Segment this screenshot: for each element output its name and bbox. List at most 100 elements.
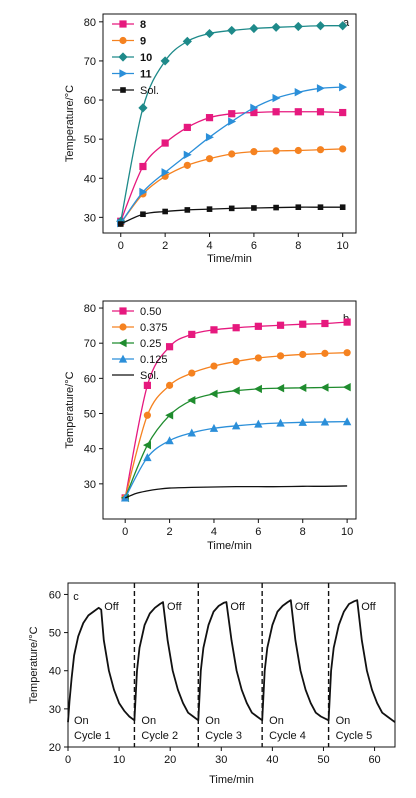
data-point	[139, 187, 148, 197]
legend-label: 10	[140, 52, 152, 64]
legend-label: 0.375	[140, 322, 168, 334]
y-tick-label: 50	[49, 628, 61, 640]
data-point	[273, 204, 279, 211]
data-point	[250, 103, 259, 113]
data-point	[251, 205, 257, 211]
data-point	[228, 117, 237, 126]
x-tick-label: 0	[122, 526, 128, 538]
data-point	[339, 145, 347, 153]
legend-marker	[119, 36, 127, 45]
x-tick-label: 40	[266, 754, 278, 766]
data-point	[276, 384, 285, 393]
off-label: Off	[167, 601, 182, 613]
data-point	[183, 150, 192, 159]
plot-frame	[102, 300, 357, 520]
series-Sol	[124, 485, 348, 499]
series-Sol	[117, 204, 346, 227]
data-point	[165, 436, 174, 445]
data-point	[188, 369, 196, 377]
data-point	[253, 384, 262, 394]
data-point	[272, 108, 280, 116]
y-tick-label: 40	[84, 444, 96, 456]
on-label: On	[141, 715, 156, 727]
data-point	[140, 211, 146, 218]
data-point	[209, 389, 218, 399]
data-point	[228, 110, 236, 118]
data-point	[294, 108, 302, 116]
y-tick-label: 40	[84, 173, 96, 185]
x-tick-label: 20	[164, 754, 176, 766]
series-11	[117, 82, 348, 228]
data-point	[254, 354, 262, 362]
data-point	[139, 162, 147, 171]
data-point	[342, 382, 351, 392]
data-point	[299, 350, 307, 359]
data-point	[316, 108, 325, 116]
data-point	[165, 343, 174, 351]
data-point	[227, 25, 237, 36]
data-point	[271, 22, 281, 32]
y-tick-label: 70	[84, 56, 96, 68]
legend-marker	[118, 338, 127, 348]
y-tick-label: 60	[49, 589, 61, 601]
data-point	[320, 417, 330, 426]
data-point	[187, 395, 196, 405]
legend-marker	[119, 323, 127, 331]
data-point	[343, 318, 351, 326]
off-label: Off	[361, 601, 376, 613]
data-point	[249, 23, 259, 34]
chart-panel-a: 0 2 4 6 8 10 30 40 50 60 70 80 Time/min Temperature/°…	[64, 13, 357, 265]
data-point	[276, 352, 285, 360]
legend-label: 8	[140, 19, 146, 31]
legend: 0.50 0.375 0.25 0.125 Sol.	[112, 306, 168, 382]
data-point	[343, 349, 351, 357]
on-label: On	[336, 715, 351, 727]
legend-label: 11	[140, 69, 152, 81]
data-point	[188, 330, 196, 339]
data-point	[228, 205, 235, 212]
on-label: On	[205, 715, 220, 727]
x-tick-label: 10	[337, 240, 349, 252]
legend-marker	[118, 354, 128, 363]
legend-marker	[119, 307, 127, 315]
data-point	[138, 103, 148, 113]
cycle-label: Cycle 4	[269, 730, 306, 742]
data-point	[338, 21, 348, 31]
legend-label: Sol.	[140, 85, 159, 97]
data-point	[276, 321, 285, 329]
y-tick-label: 60	[84, 373, 96, 385]
x-tick-label: 4	[206, 240, 212, 252]
x-tick-label: 0	[118, 240, 124, 252]
y-tick-label: 50	[84, 409, 96, 421]
chart-panel-b: 0 2 4 6 8 10 30 40 50 60 70 80 Time/min Temperature/°…	[64, 300, 357, 552]
legend-label: 0.125	[140, 354, 168, 366]
data-point	[209, 423, 219, 432]
series-trace	[67, 599, 396, 723]
legend-marker	[119, 20, 127, 28]
data-point	[205, 132, 214, 142]
y-tick-label: 70	[84, 338, 96, 350]
legend-label: 9	[140, 36, 146, 48]
y-axis-label: Temperature/°C	[64, 85, 76, 162]
data-point	[165, 411, 174, 420]
data-point	[250, 108, 258, 117]
data-point	[143, 453, 152, 462]
data-point	[320, 383, 329, 392]
data-point	[316, 146, 325, 154]
x-tick-label: 8	[295, 240, 301, 252]
data-point	[339, 82, 348, 92]
y-tick-label: 20	[49, 742, 61, 754]
data-point	[205, 155, 214, 163]
y-tick-label: 30	[84, 479, 96, 491]
data-point	[161, 139, 169, 147]
x-tick-label: 6	[255, 526, 261, 538]
series-0375	[121, 349, 351, 502]
data-point	[210, 326, 218, 334]
data-point	[339, 204, 346, 210]
y-axis-label: Temperature/°C	[28, 626, 40, 703]
x-tick-label: 2	[162, 240, 168, 252]
data-point	[298, 417, 307, 426]
y-tick-label: 80	[84, 17, 96, 29]
panel-label: c	[73, 591, 79, 603]
series-line	[124, 386, 348, 499]
